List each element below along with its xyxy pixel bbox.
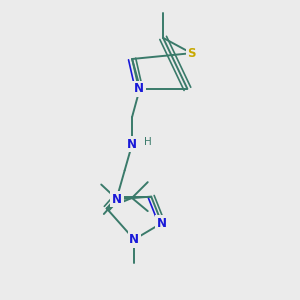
Text: S: S	[187, 47, 196, 60]
Text: N: N	[134, 82, 144, 95]
Text: H: H	[144, 137, 152, 147]
Text: N: N	[129, 233, 139, 246]
Text: N: N	[112, 193, 122, 206]
Text: N: N	[157, 217, 167, 230]
Text: N: N	[127, 138, 137, 151]
